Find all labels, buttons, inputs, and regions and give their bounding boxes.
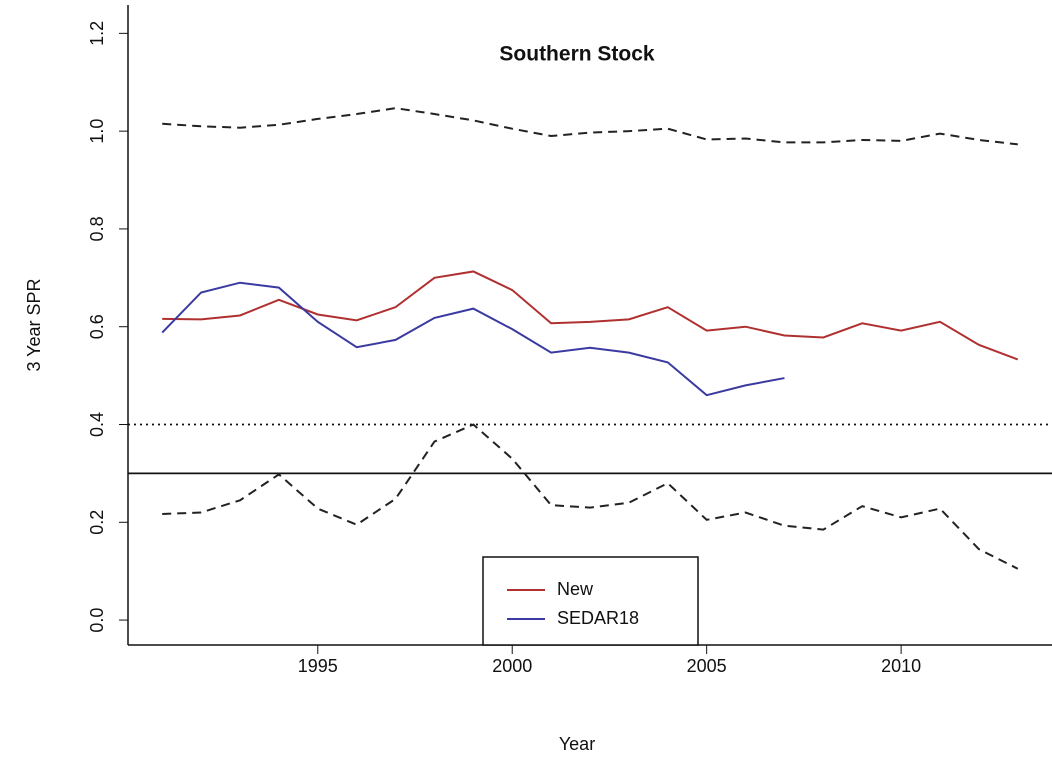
x-axis-label: Year	[559, 734, 595, 754]
x-tick-label: 1995	[298, 656, 338, 676]
series-line	[162, 270, 1019, 361]
y-tick-label: 0.6	[87, 314, 107, 339]
x-tick-label: 2010	[881, 656, 921, 676]
x-tick-label: 2005	[687, 656, 727, 676]
legend-label: SEDAR18	[557, 608, 639, 628]
y-tick-label: 1.0	[87, 119, 107, 144]
x-tick-label: 2000	[492, 656, 532, 676]
y-tick-label: 0.4	[87, 412, 107, 437]
y-tick-label: 1.2	[87, 21, 107, 46]
series-line	[162, 107, 1018, 146]
y-tick-label: 0.0	[87, 608, 107, 633]
legend-box	[482, 556, 699, 646]
y-tick-label: 0.8	[87, 216, 107, 241]
y-axis-label: 3 Year SPR	[24, 278, 44, 371]
series-line	[162, 423, 1019, 570]
chart-title: Southern Stock	[499, 43, 655, 66]
legend-label: New	[557, 579, 594, 599]
y-tick-label: 0.2	[87, 510, 107, 535]
series-line	[161, 281, 785, 397]
